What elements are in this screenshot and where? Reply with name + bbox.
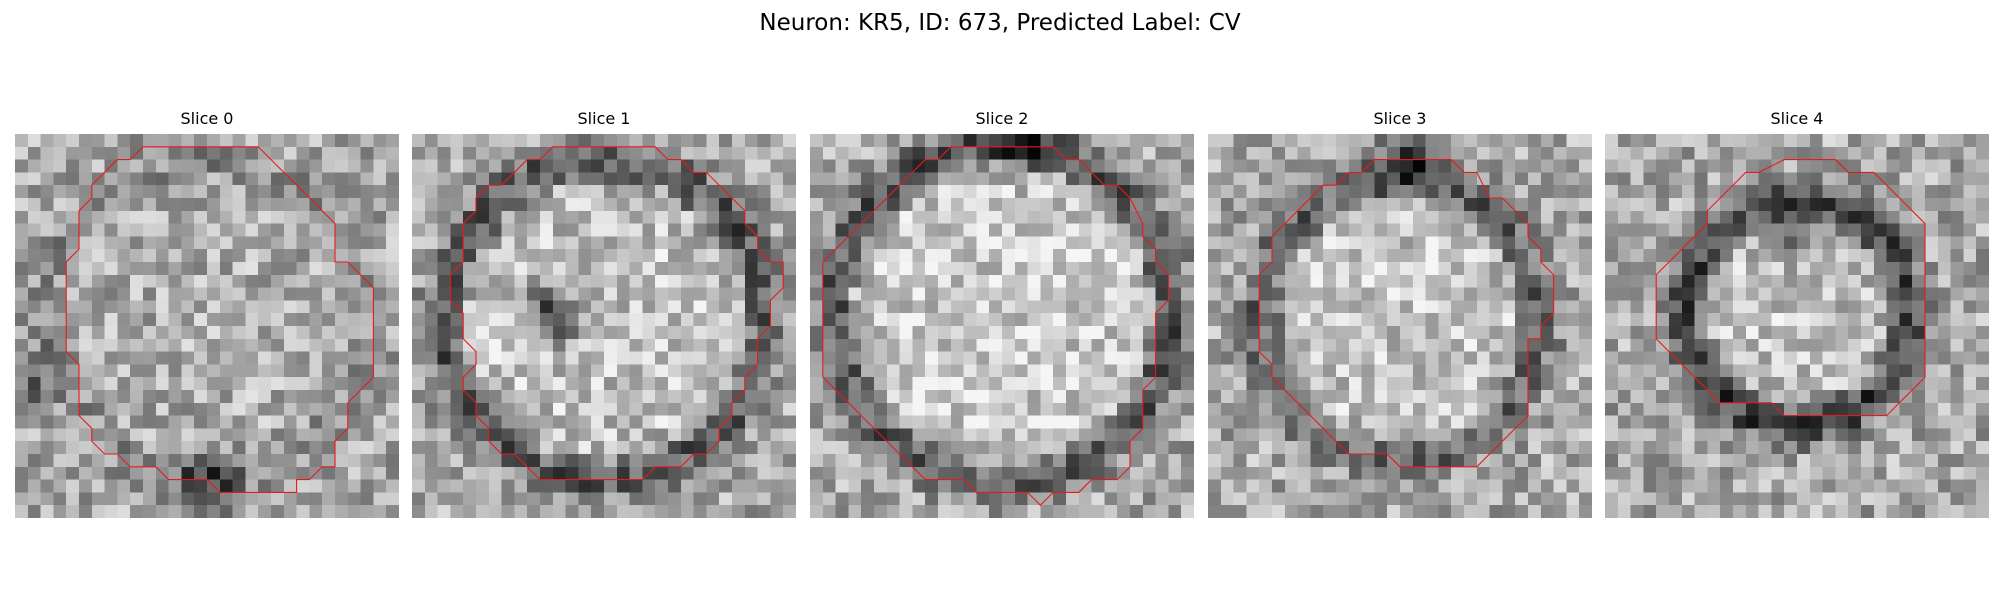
slice-image-3 bbox=[1208, 134, 1592, 518]
slice-title-0: Slice 0 bbox=[180, 109, 234, 128]
segmentation-outline bbox=[1258, 159, 1555, 468]
slice-title-1: Slice 1 bbox=[577, 109, 631, 128]
slice-image-4 bbox=[1605, 134, 1989, 518]
slice-title-3: Slice 3 bbox=[1373, 109, 1427, 128]
slice-title-2: Slice 2 bbox=[975, 109, 1029, 128]
slice-image-0 bbox=[15, 134, 399, 518]
segmentation-outline bbox=[822, 146, 1169, 506]
slice-title-4: Slice 4 bbox=[1770, 109, 1824, 128]
slice-image-2 bbox=[810, 134, 1194, 518]
figure-title: Neuron: KR5, ID: 673, Predicted Label: C… bbox=[759, 10, 1241, 36]
segmentation-outline bbox=[449, 146, 784, 481]
slice-image-1 bbox=[412, 134, 796, 518]
segmentation-outline bbox=[65, 146, 374, 493]
segmentation-outline bbox=[1655, 159, 1926, 417]
